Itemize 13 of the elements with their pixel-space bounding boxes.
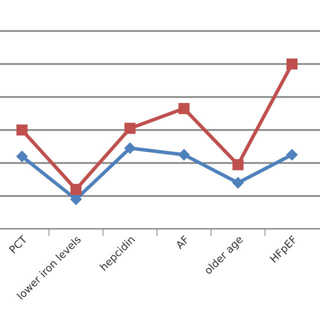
point xyxy=(16,150,28,162)
x-tick-label: AF xyxy=(175,235,190,250)
point xyxy=(178,102,190,114)
point xyxy=(178,149,190,160)
point xyxy=(286,149,298,160)
point xyxy=(124,122,136,134)
point xyxy=(232,177,244,188)
point xyxy=(124,142,136,154)
point xyxy=(16,124,28,136)
point xyxy=(70,194,82,205)
point xyxy=(232,159,244,170)
point xyxy=(286,58,298,70)
point xyxy=(70,184,82,195)
